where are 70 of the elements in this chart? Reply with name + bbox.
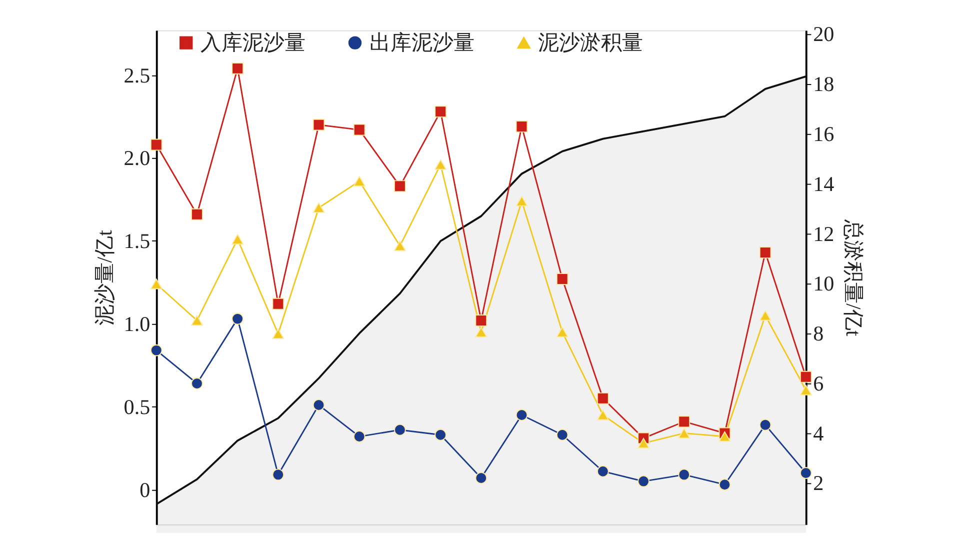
y2-tick-label: 12: [813, 222, 834, 246]
point: [191, 315, 203, 326]
legend-label: 入库泥沙量: [200, 30, 306, 54]
point: [191, 208, 203, 220]
point: [718, 478, 731, 491]
point: [475, 472, 488, 484]
point: [150, 278, 162, 290]
point: [475, 314, 488, 326]
point: [150, 138, 162, 151]
point: [638, 438, 650, 448]
point: [596, 410, 609, 420]
y-axis-title: 泥沙量/亿t: [92, 230, 116, 326]
y-tick-label: 1.5: [124, 229, 150, 254]
y2-tick-label: 10: [813, 272, 834, 296]
point: [394, 240, 406, 252]
point: [232, 234, 244, 244]
point: [353, 176, 366, 186]
y-tick-label: 0: [140, 478, 150, 502]
point: [150, 344, 162, 356]
point: [394, 424, 406, 436]
y-tick-label: 0.5: [124, 394, 150, 419]
y2-tick-label: 14: [813, 172, 835, 196]
point: [516, 120, 528, 132]
point: [678, 468, 690, 481]
point: [800, 370, 812, 383]
point: [556, 273, 568, 285]
point: [312, 118, 325, 131]
point: [272, 468, 284, 481]
point: [516, 409, 528, 421]
point: [191, 378, 203, 390]
point: [232, 312, 244, 325]
point: [596, 392, 609, 404]
point: [638, 475, 650, 488]
y2-tick-label: 20: [813, 22, 834, 46]
y-tick-label: 1.0: [124, 312, 150, 336]
point: [516, 196, 528, 206]
y2-tick-label: 4: [813, 421, 824, 446]
point: [556, 428, 568, 441]
point: [800, 384, 812, 396]
point: [800, 467, 812, 479]
point: [678, 428, 690, 438]
y2-axis-title: 总淤积量/亿t: [842, 218, 866, 336]
point: [434, 159, 446, 170]
point: [312, 202, 325, 213]
point: [394, 180, 406, 192]
point: [759, 246, 772, 258]
point: [596, 465, 609, 478]
legend-label: 出库泥沙量: [369, 30, 474, 54]
y2-tick-label: 6: [813, 371, 824, 396]
y2-tick-label: 16: [813, 122, 834, 146]
y2-tick-label: 2: [813, 471, 824, 496]
y2-tick-label: 8: [813, 322, 824, 346]
point: [272, 328, 284, 339]
point: [434, 106, 446, 118]
point: [759, 418, 772, 431]
point: [434, 428, 446, 441]
point: [759, 310, 772, 321]
point: [353, 124, 366, 136]
legend-label: 泥沙淤积量: [538, 30, 644, 54]
point: [232, 62, 244, 74]
point: [353, 430, 366, 442]
point: [312, 399, 325, 411]
y-tick-label: 2.0: [124, 146, 150, 170]
point: [556, 326, 568, 338]
point: [678, 416, 690, 428]
point: [718, 431, 731, 442]
point: [272, 298, 284, 310]
y2-tick-label: 18: [813, 72, 834, 96]
y-tick-label: 2.5: [124, 63, 150, 88]
point: [475, 326, 488, 338]
